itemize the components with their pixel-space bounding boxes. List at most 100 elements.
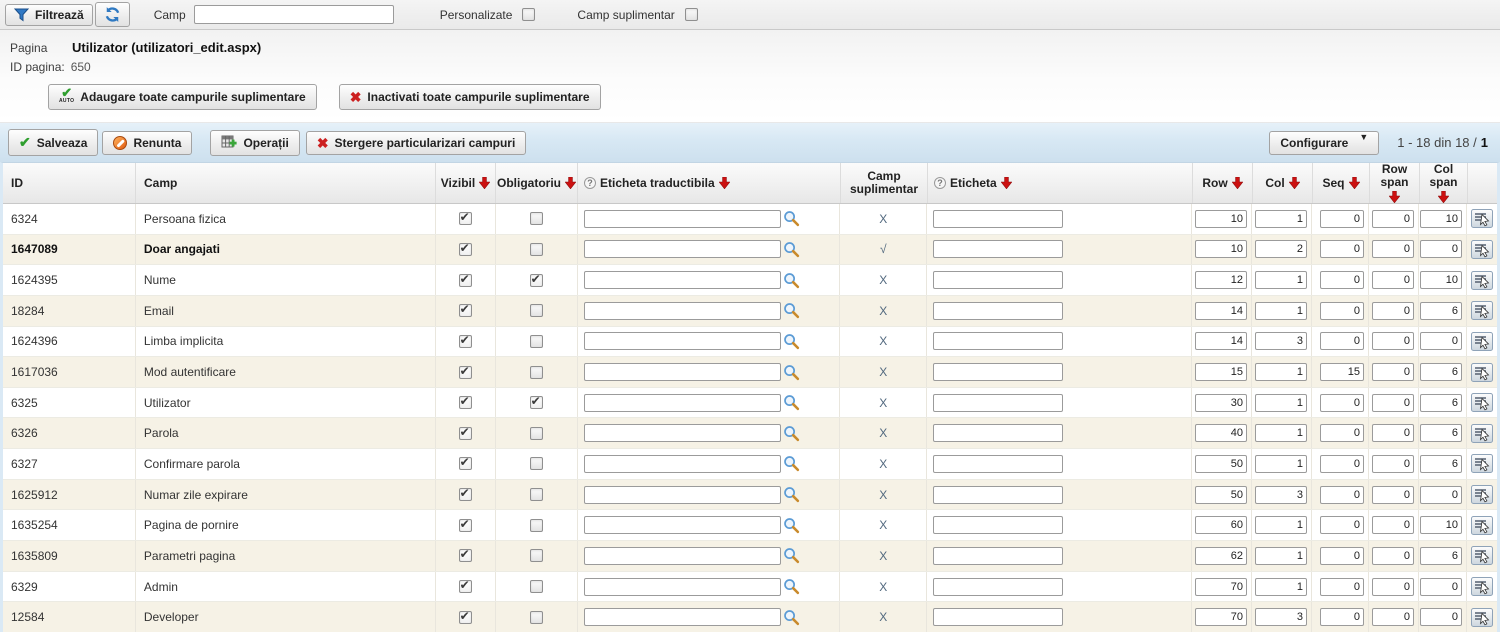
seq-input[interactable] xyxy=(1319,393,1364,412)
col-input[interactable] xyxy=(1255,485,1308,504)
delete-customizations-button[interactable]: ✖ Stergere particularizari campuri xyxy=(305,130,527,155)
search-icon[interactable] xyxy=(783,272,800,289)
select-action-button[interactable] xyxy=(1470,515,1493,535)
label-input[interactable] xyxy=(933,332,1064,351)
col-input[interactable] xyxy=(1255,424,1308,443)
required-checkbox[interactable] xyxy=(529,304,543,318)
filter-button[interactable]: Filtrează xyxy=(5,3,93,26)
rowspan-input[interactable] xyxy=(1371,485,1414,504)
required-checkbox[interactable] xyxy=(529,580,543,593)
col-input[interactable] xyxy=(1255,209,1308,228)
translatable-label-input[interactable] xyxy=(583,516,781,535)
colspan-input[interactable] xyxy=(1419,424,1462,443)
translatable-label-input[interactable] xyxy=(583,363,781,382)
label-input[interactable] xyxy=(933,577,1064,596)
column-header-camp[interactable]: Camp xyxy=(136,163,436,203)
column-header-col-span[interactable]: Col span xyxy=(1420,163,1468,203)
rowspan-input[interactable] xyxy=(1371,608,1414,627)
rowspan-input[interactable] xyxy=(1371,332,1414,351)
label-input[interactable] xyxy=(933,393,1064,412)
seq-input[interactable] xyxy=(1319,332,1364,351)
column-header-row[interactable]: Row xyxy=(1193,163,1253,203)
rowspan-input[interactable] xyxy=(1371,546,1414,565)
search-icon[interactable] xyxy=(783,394,800,411)
add-all-extra-fields-button[interactable]: ✔ AUTO Adaugare toate campurile suplimen… xyxy=(48,84,317,110)
column-header-eticheta[interactable]: ? Eticheta xyxy=(928,163,1193,203)
required-checkbox[interactable] xyxy=(529,426,543,440)
seq-input[interactable] xyxy=(1319,454,1364,473)
select-action-button[interactable] xyxy=(1470,362,1493,382)
seq-input[interactable] xyxy=(1319,577,1364,596)
colspan-input[interactable] xyxy=(1419,577,1462,596)
visible-checkbox[interactable] xyxy=(458,578,472,593)
rowspan-input[interactable] xyxy=(1371,454,1414,473)
select-action-button[interactable] xyxy=(1470,607,1493,627)
translatable-label-input[interactable] xyxy=(583,271,781,290)
search-icon[interactable] xyxy=(783,364,800,381)
rowspan-input[interactable] xyxy=(1371,271,1414,290)
visible-checkbox[interactable] xyxy=(458,333,472,348)
column-header-camp-suplimentar[interactable]: Camp suplimentar xyxy=(841,163,928,203)
required-checkbox[interactable] xyxy=(529,457,543,471)
colspan-input[interactable] xyxy=(1419,608,1462,627)
colspan-input[interactable] xyxy=(1419,363,1462,382)
visible-checkbox[interactable] xyxy=(458,364,472,379)
rowspan-input[interactable] xyxy=(1371,424,1414,443)
select-action-button[interactable] xyxy=(1470,270,1493,290)
search-icon[interactable] xyxy=(783,578,800,595)
search-icon[interactable] xyxy=(783,547,800,564)
column-header-col[interactable]: Col xyxy=(1253,163,1313,203)
search-icon[interactable] xyxy=(783,302,800,319)
column-header-seq[interactable]: Seq xyxy=(1313,163,1370,203)
translatable-label-input[interactable] xyxy=(583,209,781,228)
colspan-input[interactable] xyxy=(1419,271,1462,290)
label-input[interactable] xyxy=(933,271,1064,290)
column-header-row-span[interactable]: Row span xyxy=(1370,163,1420,203)
colspan-input[interactable] xyxy=(1419,454,1462,473)
seq-input[interactable] xyxy=(1319,424,1364,443)
row-input[interactable] xyxy=(1195,485,1248,504)
label-input[interactable] xyxy=(933,608,1064,627)
seq-input[interactable] xyxy=(1319,363,1364,382)
required-checkbox[interactable] xyxy=(529,549,543,563)
row-input[interactable] xyxy=(1195,577,1248,596)
translatable-label-input[interactable] xyxy=(583,393,781,412)
camp-filter-input[interactable] xyxy=(193,5,394,24)
label-input[interactable] xyxy=(933,240,1064,259)
row-input[interactable] xyxy=(1195,516,1248,535)
rowspan-input[interactable] xyxy=(1371,577,1414,596)
col-input[interactable] xyxy=(1255,546,1308,565)
required-checkbox[interactable] xyxy=(529,242,543,256)
col-input[interactable] xyxy=(1255,577,1308,596)
seq-input[interactable] xyxy=(1319,485,1364,504)
required-checkbox[interactable] xyxy=(529,212,543,226)
operations-button[interactable]: Operații xyxy=(210,129,300,156)
row-input[interactable] xyxy=(1195,271,1248,290)
visible-checkbox[interactable] xyxy=(458,547,472,563)
visible-checkbox[interactable] xyxy=(458,302,472,318)
search-icon[interactable] xyxy=(783,241,800,258)
select-action-button[interactable] xyxy=(1470,331,1493,351)
col-input[interactable] xyxy=(1255,454,1308,473)
select-action-button[interactable] xyxy=(1470,393,1493,413)
select-action-button[interactable] xyxy=(1470,209,1493,229)
required-checkbox[interactable] xyxy=(529,488,543,502)
visible-checkbox[interactable] xyxy=(458,425,472,440)
seq-input[interactable] xyxy=(1319,608,1364,627)
colspan-input[interactable] xyxy=(1419,546,1462,565)
select-action-button[interactable] xyxy=(1470,546,1493,566)
label-input[interactable] xyxy=(933,363,1064,382)
visible-checkbox[interactable] xyxy=(458,272,472,287)
seq-input[interactable] xyxy=(1319,516,1364,535)
colspan-input[interactable] xyxy=(1419,301,1462,320)
colspan-input[interactable] xyxy=(1419,516,1462,535)
translatable-label-input[interactable] xyxy=(583,454,781,473)
required-checkbox[interactable] xyxy=(529,610,543,624)
select-action-button[interactable] xyxy=(1470,301,1493,321)
column-header-vizibil[interactable]: Vizibil xyxy=(436,163,496,203)
translatable-label-input[interactable] xyxy=(583,608,781,627)
required-checkbox[interactable] xyxy=(529,394,543,410)
col-input[interactable] xyxy=(1255,240,1308,259)
col-input[interactable] xyxy=(1255,516,1308,535)
label-input[interactable] xyxy=(933,454,1064,473)
